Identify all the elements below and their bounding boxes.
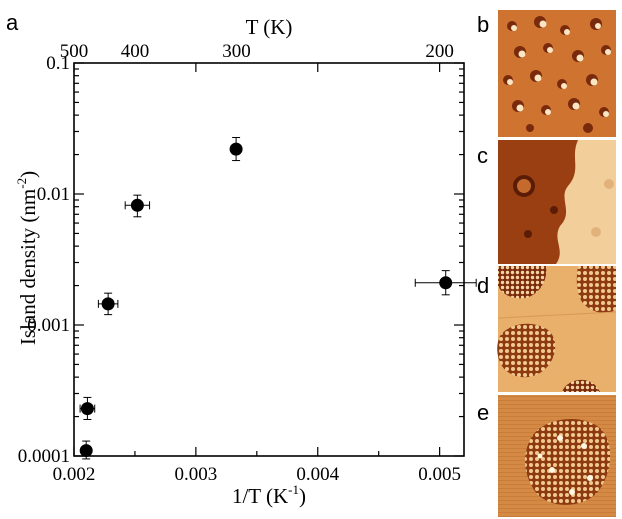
- top-axis-label: T (K): [246, 15, 293, 39]
- panel-label-e: e: [477, 400, 489, 425]
- y-tick-label: 0.001: [27, 315, 70, 336]
- data-marker: [79, 444, 93, 458]
- data-marker: [130, 198, 144, 212]
- stm-image-b: [498, 10, 616, 137]
- data-point: [124, 194, 151, 218]
- top-tick-label: 200: [425, 41, 454, 62]
- x-tick-label: 0.002: [53, 464, 96, 485]
- y-tick-label: 0.01: [37, 184, 70, 205]
- data-point: [97, 292, 119, 316]
- panel-label-b: b: [477, 12, 489, 37]
- panel-label-c: c: [477, 143, 488, 168]
- data-point: [414, 270, 477, 296]
- x-axis-label: 1/T (K-1): [232, 482, 306, 508]
- data-point: [79, 396, 96, 420]
- data-marker: [229, 142, 243, 156]
- data-marks: [79, 136, 477, 460]
- y-tick-label: 0.0001: [18, 446, 70, 467]
- panel-label-d: d: [477, 273, 489, 298]
- data-marker: [80, 402, 94, 416]
- plot-frame: [73, 62, 465, 457]
- top-tick-label: 500: [60, 41, 89, 62]
- x-tick-label: 0.003: [175, 464, 218, 485]
- y-axis-label: Island density (nm-2): [14, 171, 40, 345]
- data-marker: [439, 276, 453, 290]
- x-tick-label: 0.005: [418, 464, 461, 485]
- stm-image-c: [498, 140, 616, 264]
- data-marker: [101, 297, 115, 311]
- axis-ticks: 0.002 0.003 0.004 0.005 0.0001 0.001 0.01 0.150…: [18, 41, 464, 485]
- top-tick-label: 300: [222, 41, 251, 62]
- data-point: [79, 440, 93, 460]
- top-tick-label: 400: [121, 41, 150, 62]
- x-tick-label: 0.004: [296, 464, 339, 485]
- stm-image-d: [497, 266, 617, 392]
- panel-label-a: a: [6, 10, 19, 35]
- data-point: [229, 136, 243, 162]
- stm-image-e: [498, 395, 616, 517]
- y-tick-label: 0.1: [46, 53, 70, 74]
